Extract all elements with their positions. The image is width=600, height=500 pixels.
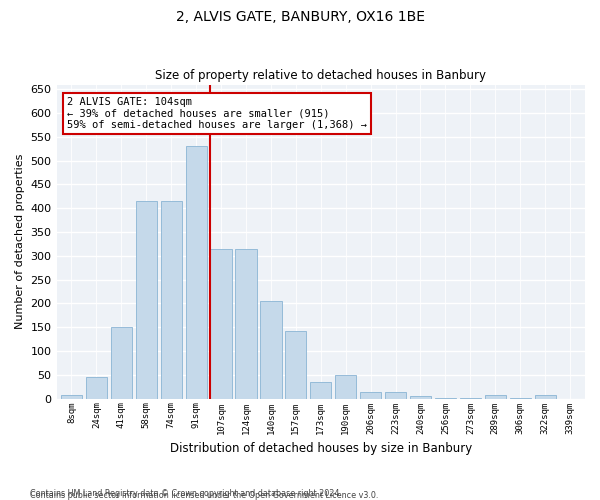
Bar bbox=[136, 201, 157, 398]
Bar bbox=[161, 201, 182, 398]
Bar bbox=[235, 248, 257, 398]
Bar bbox=[410, 396, 431, 398]
Bar bbox=[535, 396, 556, 398]
Bar bbox=[185, 146, 207, 398]
Bar bbox=[335, 375, 356, 398]
Text: 2, ALVIS GATE, BANBURY, OX16 1BE: 2, ALVIS GATE, BANBURY, OX16 1BE bbox=[176, 10, 425, 24]
Bar bbox=[211, 248, 232, 398]
Title: Size of property relative to detached houses in Banbury: Size of property relative to detached ho… bbox=[155, 69, 486, 82]
Bar bbox=[385, 392, 406, 398]
X-axis label: Distribution of detached houses by size in Banbury: Distribution of detached houses by size … bbox=[170, 442, 472, 455]
Text: 2 ALVIS GATE: 104sqm
← 39% of detached houses are smaller (915)
59% of semi-deta: 2 ALVIS GATE: 104sqm ← 39% of detached h… bbox=[67, 97, 367, 130]
Bar bbox=[310, 382, 331, 398]
Y-axis label: Number of detached properties: Number of detached properties bbox=[15, 154, 25, 330]
Text: Contains public sector information licensed under the Open Government Licence v3: Contains public sector information licen… bbox=[30, 491, 379, 500]
Bar bbox=[485, 396, 506, 398]
Bar bbox=[111, 328, 132, 398]
Bar bbox=[86, 377, 107, 398]
Bar bbox=[260, 301, 281, 398]
Bar bbox=[360, 392, 381, 398]
Text: Contains HM Land Registry data © Crown copyright and database right 2024.: Contains HM Land Registry data © Crown c… bbox=[30, 488, 342, 498]
Bar bbox=[61, 395, 82, 398]
Bar bbox=[285, 330, 307, 398]
